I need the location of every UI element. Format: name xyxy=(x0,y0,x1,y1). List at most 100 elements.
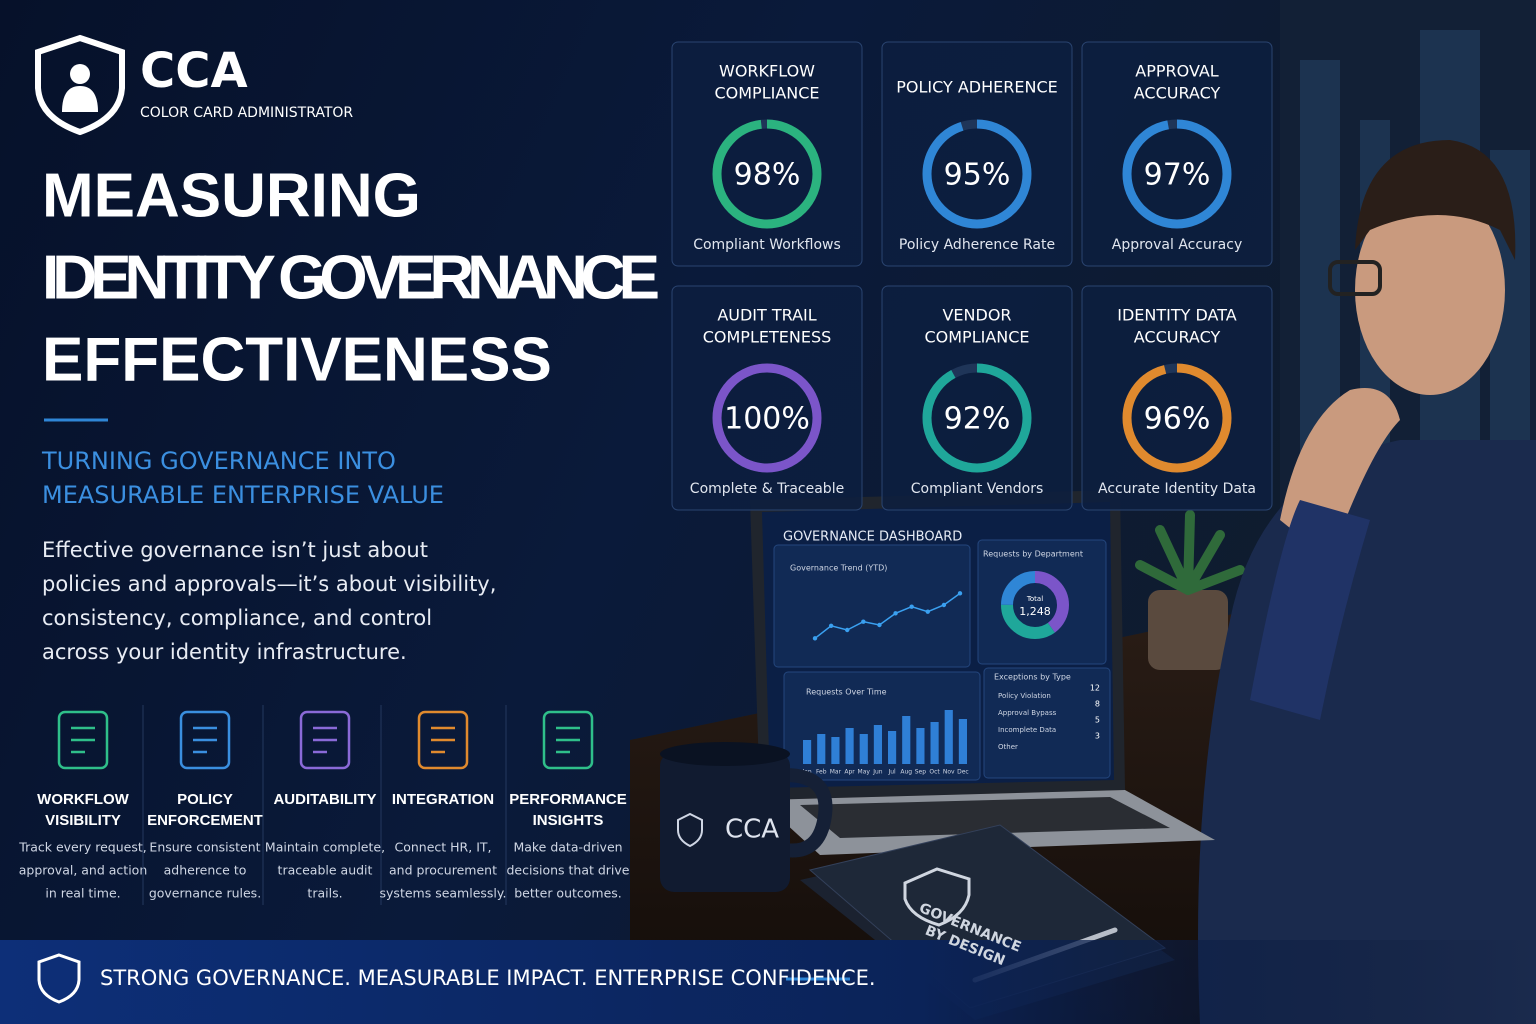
panel-title: Requests Over Time xyxy=(806,688,887,697)
kpi-card xyxy=(1081,41,1273,267)
donut-total: 1,248 xyxy=(1019,605,1051,618)
exception-count: 3 xyxy=(1095,732,1100,741)
request-bar xyxy=(958,719,967,764)
exception-label: Policy Violation xyxy=(998,692,1051,700)
kpi-value: 96% xyxy=(1144,402,1211,437)
body-text: consistency, compliance, and control xyxy=(42,606,432,630)
headline: MEASURING xyxy=(42,161,421,230)
feature-icon-detail xyxy=(193,726,217,754)
exception-count: 5 xyxy=(1095,716,1100,725)
request-bar xyxy=(831,737,840,764)
feature-title: POLICY xyxy=(177,791,233,808)
donut-label: Total xyxy=(1026,595,1043,603)
kpi-caption: Approval Accuracy xyxy=(1112,237,1242,253)
feature-title: WORKFLOW xyxy=(37,791,129,808)
kpi-title: COMPLIANCE xyxy=(714,84,819,103)
kpi-title: WORKFLOW xyxy=(719,62,815,81)
kpi-caption: Compliant Workflows xyxy=(693,237,841,253)
kpi-title: ACCURACY xyxy=(1134,328,1221,347)
kpi-card xyxy=(881,285,1073,511)
trend-point xyxy=(861,619,866,624)
feature-title: ENFORCEMENT xyxy=(147,812,263,829)
feature-text: trails. xyxy=(307,886,342,901)
feature-text: approval, and action xyxy=(19,863,148,878)
feature-icon-detail xyxy=(71,726,95,754)
kpi-value: 98% xyxy=(734,158,801,193)
footer-logo xyxy=(37,953,81,1004)
kpi-title: COMPLIANCE xyxy=(924,328,1029,347)
request-month: Nov xyxy=(943,769,955,776)
trend-point xyxy=(812,636,818,641)
exception-label: Approval Bypass xyxy=(998,709,1057,717)
feature-title: VISIBILITY xyxy=(45,812,121,829)
trend-point xyxy=(925,609,930,614)
kpi-title: AUDIT TRAIL xyxy=(717,306,816,325)
request-month: Oct xyxy=(929,769,940,776)
feature-text: adherence to xyxy=(164,863,247,878)
request-month: Jul xyxy=(887,769,896,776)
brand-name: CCA xyxy=(140,43,248,99)
request-bar xyxy=(944,710,953,764)
kpi-caption: Policy Adherence Rate xyxy=(899,237,1055,253)
feature-text: traceable audit xyxy=(278,863,373,878)
request-month: Feb xyxy=(816,769,827,776)
kpi-ring xyxy=(712,119,822,229)
headline: EFFECTIVENESS xyxy=(42,325,552,394)
trend-line xyxy=(814,592,961,639)
feature-text: Make data-driven xyxy=(513,840,622,855)
request-bar xyxy=(817,734,826,764)
kpi-value: 97% xyxy=(1144,158,1211,193)
body-text: Effective governance isn’t just about xyxy=(42,538,428,562)
dashboard-title: GOVERNANCE DASHBOARD xyxy=(783,530,962,545)
donut-segment xyxy=(1001,571,1069,639)
feature-icon xyxy=(542,710,594,770)
exception-label: Incomplete Data xyxy=(998,726,1056,734)
panel-title: Governance Trend (YTD) xyxy=(790,564,887,573)
kpi-title: IDENTITY DATA xyxy=(1117,306,1237,325)
feature-title: AUDITABILITY xyxy=(273,791,376,808)
footer-text: STRONG GOVERNANCE. MEASURABLE IMPACT. EN… xyxy=(100,966,876,990)
headline: IDENTITY GOVERNANCE xyxy=(42,243,660,312)
kpi-card xyxy=(881,41,1073,267)
kpi-ring xyxy=(712,363,822,473)
request-month: Jun xyxy=(872,769,883,776)
kpi-value: 100% xyxy=(724,402,810,437)
request-month: Aug xyxy=(900,769,912,776)
feature-icon-detail xyxy=(431,726,455,754)
request-bar xyxy=(803,740,812,764)
feature-icon-detail xyxy=(556,726,580,754)
trend-point xyxy=(941,602,947,608)
kpi-ring xyxy=(922,363,1032,473)
feature-icon xyxy=(179,710,231,770)
kpi-title: POLICY ADHERENCE xyxy=(896,78,1058,97)
trend-point xyxy=(877,622,882,628)
body-text: across your identity infrastructure. xyxy=(42,640,407,664)
feature-text: decisions that drive xyxy=(506,863,629,878)
kpi-ring xyxy=(1122,363,1232,473)
request-month: Sep xyxy=(915,769,927,776)
kpi-value: 92% xyxy=(944,402,1011,437)
exception-label: Other xyxy=(998,743,1018,751)
kpi-title: COMPLETENESS xyxy=(703,328,832,347)
feature-title: INTEGRATION xyxy=(392,791,494,808)
kpi-title: VENDOR xyxy=(942,306,1011,325)
feature-text: in real time. xyxy=(45,886,120,901)
feature-text: governance rules. xyxy=(149,886,261,901)
person xyxy=(1198,140,1536,1024)
dashboard: GOVERNANCE DASHBOARD Governance Trend (YT… xyxy=(773,530,1111,781)
feature-icon-detail xyxy=(313,726,337,754)
subheadline: MEASURABLE ENTERPRISE VALUE xyxy=(42,481,444,509)
feature-text: Maintain complete, xyxy=(265,840,385,855)
mug-text: CCA xyxy=(725,815,779,845)
kpi-caption: Complete & Traceable xyxy=(690,481,844,497)
kpi-ring xyxy=(922,119,1032,229)
kpi-card xyxy=(671,41,863,267)
kpi-caption: Accurate Identity Data xyxy=(1098,481,1256,497)
request-month: May xyxy=(858,769,871,776)
feature-text: better outcomes. xyxy=(514,886,622,901)
trend-point xyxy=(957,591,963,596)
feature-text: Ensure consistent xyxy=(149,840,260,855)
request-bar xyxy=(888,731,897,764)
kpi-ring xyxy=(1122,119,1232,229)
